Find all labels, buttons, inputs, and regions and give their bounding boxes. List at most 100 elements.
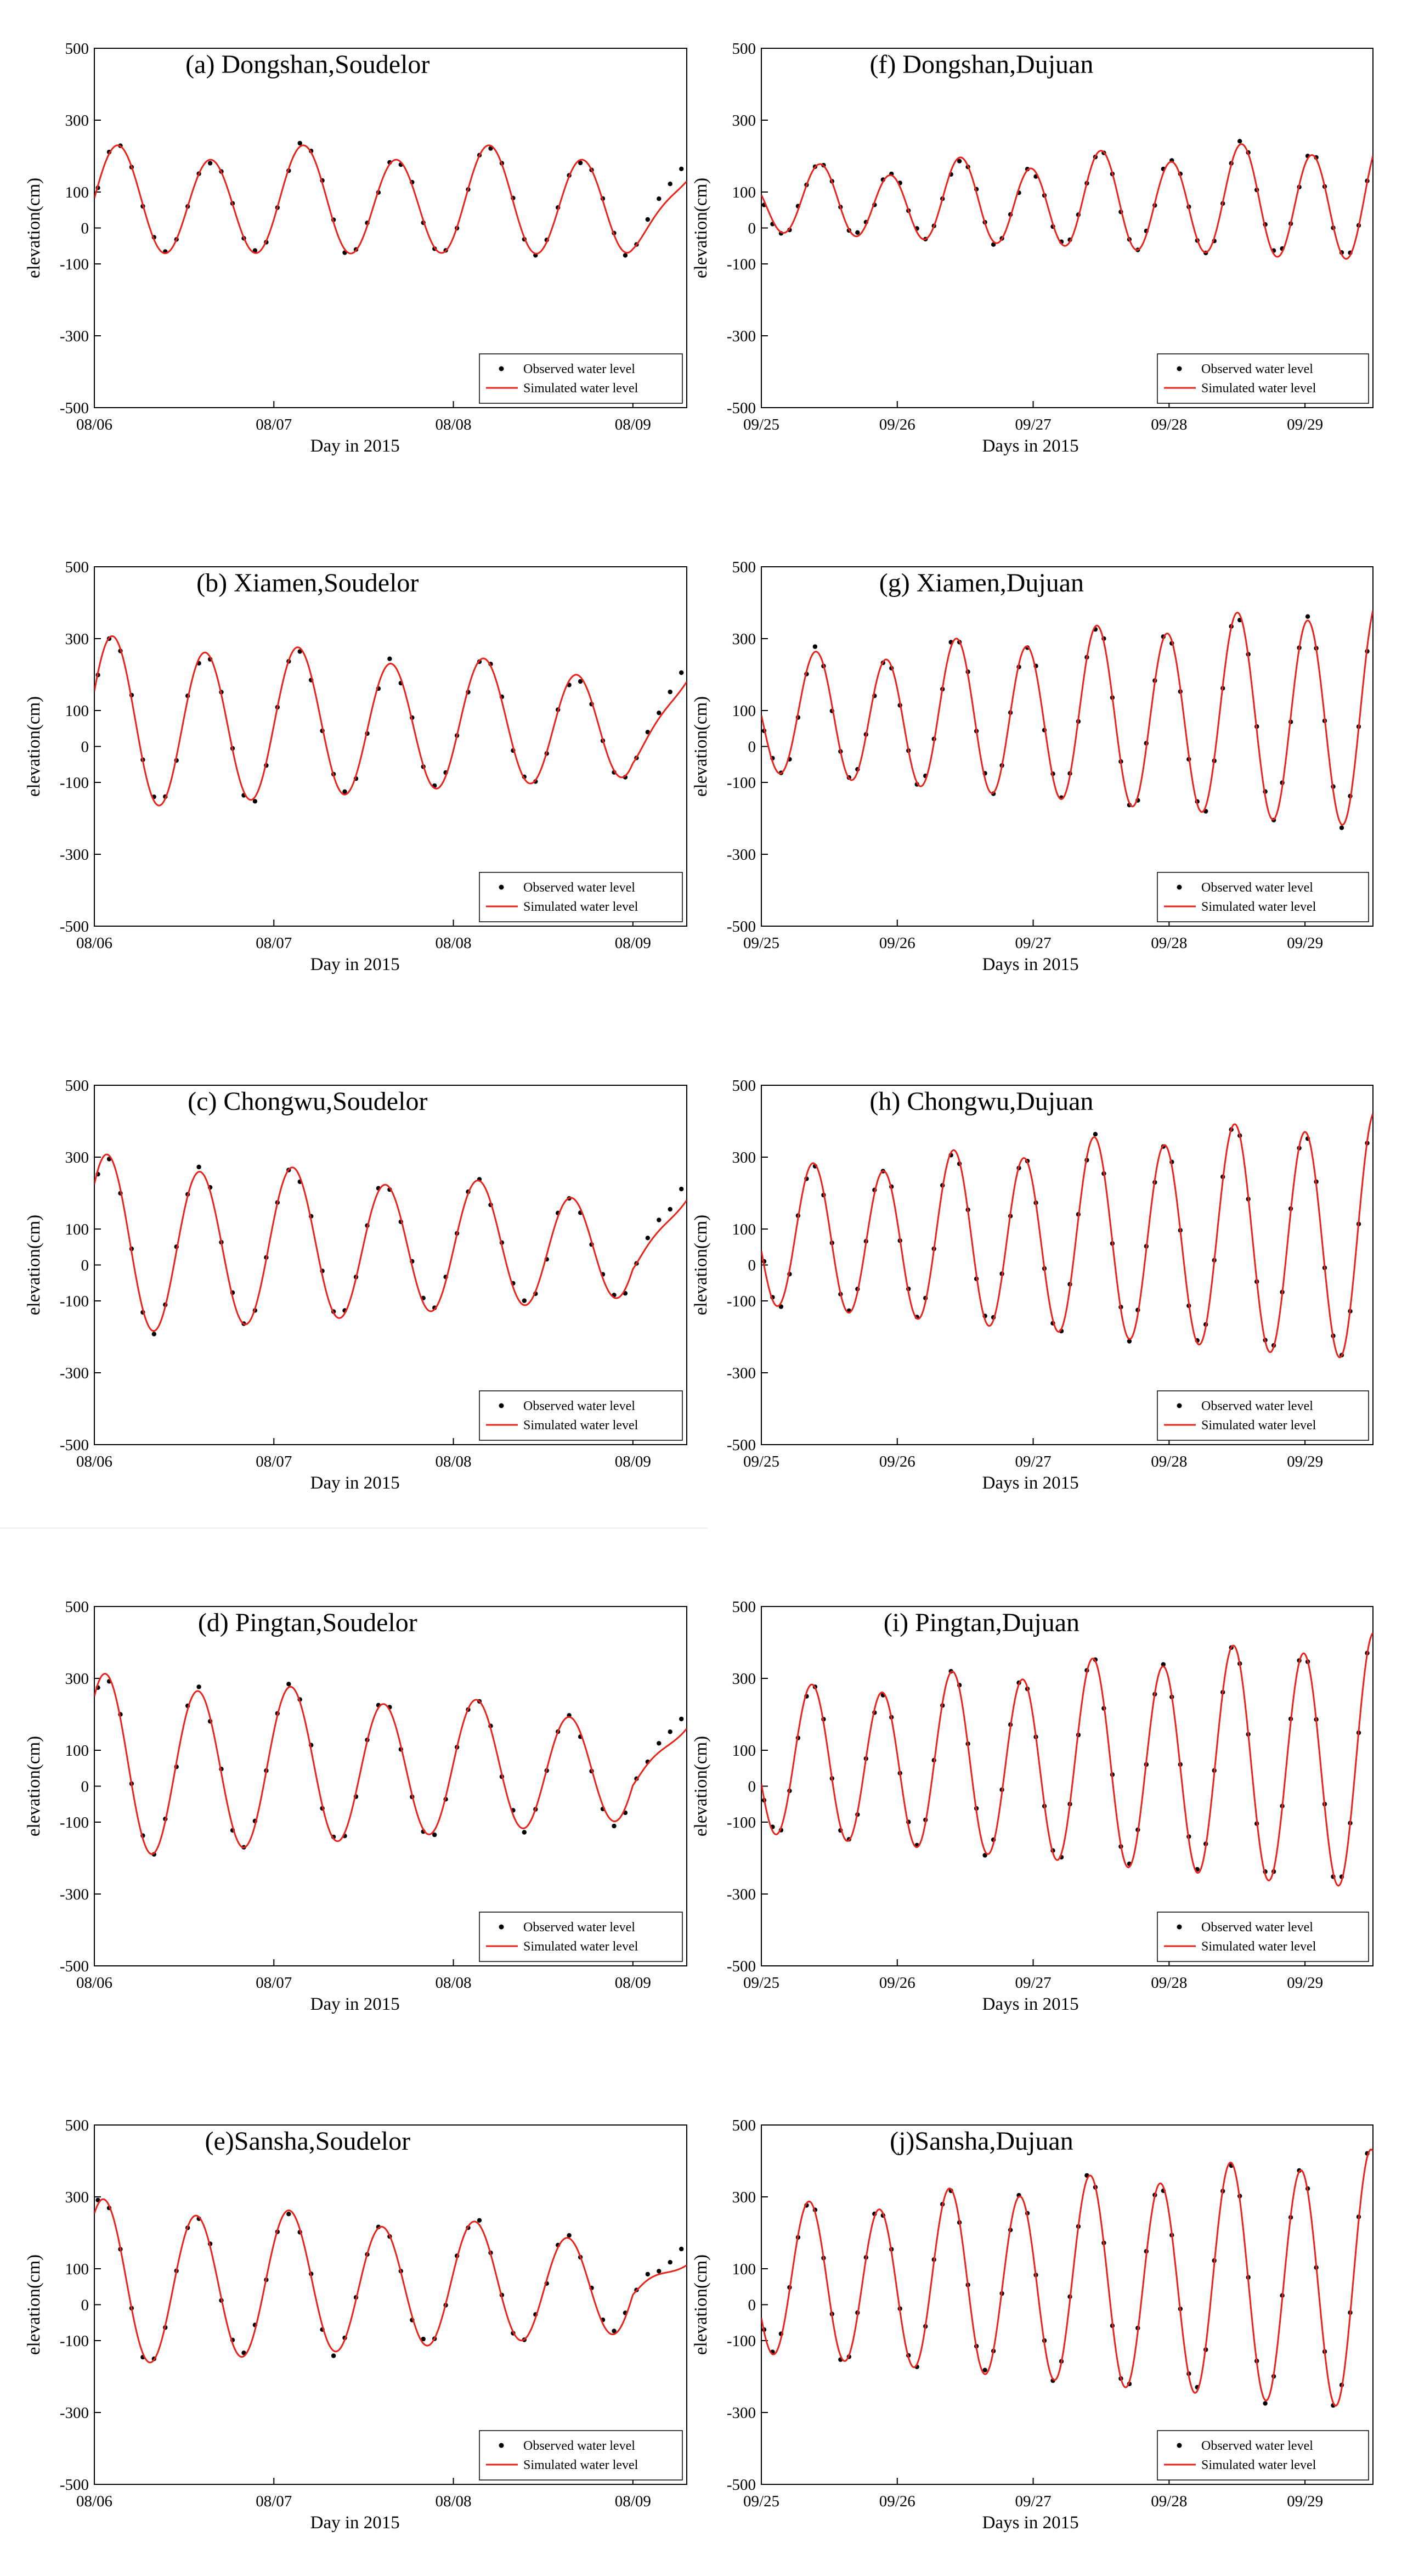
y-axis-label: elevation(cm) — [691, 1736, 711, 1836]
x-axis-label: Days in 2015 — [982, 2513, 1079, 2533]
y-tick-label: -100 — [727, 774, 756, 792]
x-tick-label: 09/27 — [1015, 2493, 1052, 2510]
observed-point — [387, 656, 392, 661]
legend-observed-label: Observed water level — [1201, 2439, 1313, 2453]
x-tick-label: 09/25 — [743, 2493, 779, 2510]
y-tick-label: -500 — [60, 1436, 89, 1454]
legend: Observed water level Simulated water leve… — [1157, 353, 1369, 404]
observed-point — [286, 2212, 291, 2217]
x-tick-label: 09/29 — [1287, 416, 1323, 433]
x-tick-label: 09/26 — [879, 416, 915, 433]
y-tick-label: 500 — [65, 40, 89, 58]
y-tick-label: 100 — [732, 1221, 756, 1238]
y-tick-label: -100 — [60, 1293, 89, 1310]
y-tick-label: 0 — [81, 1778, 89, 1796]
y-tick-label: 0 — [81, 739, 89, 756]
observed-point — [679, 1186, 684, 1192]
y-tick-label: 0 — [748, 220, 756, 238]
plot-area — [94, 566, 687, 927]
legend-observed-marker — [499, 366, 504, 371]
legend: Observed water level Simulated water leve… — [1157, 2430, 1369, 2481]
y-tick-label: -300 — [60, 846, 89, 864]
legend-observed-marker — [499, 2443, 504, 2448]
x-tick-label: 08/08 — [436, 934, 472, 952]
x-tick-label: 08/07 — [256, 1974, 292, 1992]
observed-point — [679, 2246, 684, 2252]
y-tick-label: 300 — [65, 1670, 89, 1688]
y-tick-label: 0 — [748, 739, 756, 756]
series-group — [94, 2197, 687, 2364]
y-tick-label: -100 — [60, 1814, 89, 1831]
observed-point — [151, 1332, 156, 1337]
x-tick-label: 09/28 — [1151, 934, 1187, 952]
x-tick-label: 09/26 — [879, 2493, 915, 2510]
observed-point — [1339, 825, 1344, 830]
y-tick-label: -100 — [60, 774, 89, 792]
y-tick-label: 100 — [65, 1221, 89, 1238]
simulated-series-line — [761, 1113, 1373, 1359]
series-group — [761, 139, 1373, 260]
legend-box — [1157, 2430, 1369, 2481]
plot-area — [94, 1085, 687, 1445]
x-tick-label: 08/07 — [256, 2493, 292, 2510]
x-tick-label: 08/06 — [76, 1974, 112, 1992]
observed-point — [668, 1207, 672, 1212]
y-tick-label: 0 — [748, 1257, 756, 1275]
observed-point — [522, 1298, 527, 1303]
y-tick-label: -500 — [727, 1436, 756, 1454]
y-axis-label: elevation(cm) — [24, 178, 44, 278]
x-axis-label: Days in 2015 — [982, 436, 1079, 456]
y-tick-label: 0 — [748, 2297, 756, 2314]
y-tick-label: 300 — [732, 112, 756, 129]
legend-simulated-label: Simulated water level — [523, 900, 638, 914]
legend-observed-marker — [1177, 366, 1182, 371]
y-tick-label: 300 — [65, 2189, 89, 2206]
simulated-series-line — [94, 144, 687, 255]
legend-observed-marker — [1177, 1403, 1182, 1408]
series-group — [94, 1672, 687, 1857]
observed-point — [812, 644, 818, 649]
observed-point — [286, 1682, 291, 1687]
legend: Observed water level Simulated water leve… — [1157, 1912, 1369, 1962]
y-tick-label: -100 — [727, 2332, 756, 2350]
x-tick-label: 09/28 — [1151, 2493, 1187, 2510]
panel-title: (i) Pingtan,Dujuan — [884, 1608, 1079, 1637]
x-axis-label: Day in 2015 — [310, 1473, 400, 1493]
observed-point — [196, 1164, 201, 1170]
y-tick-label: 500 — [65, 559, 89, 576]
x-axis-label: Day in 2015 — [310, 436, 400, 456]
legend-simulated-label: Simulated water level — [523, 1940, 638, 1954]
panel-title: (e)Sansha,Soudelor — [205, 2127, 411, 2156]
y-tick-label: 500 — [732, 40, 756, 58]
legend-observed-label: Observed water level — [1201, 881, 1313, 895]
y-tick-label: -500 — [60, 399, 89, 417]
legend-simulated-label: Simulated water level — [1201, 900, 1316, 914]
observed-point — [645, 217, 651, 222]
x-axis-label: Days in 2015 — [982, 1994, 1079, 2014]
legend-box — [1157, 872, 1369, 922]
x-tick-label: 09/25 — [743, 416, 779, 433]
legend-box — [479, 1912, 683, 1962]
legend-observed-label: Observed water level — [523, 2439, 635, 2453]
series-group — [761, 1113, 1373, 1359]
legend-observed-label: Observed water level — [523, 1920, 635, 1935]
panel-title: (j)Sansha,Dujuan — [890, 2127, 1073, 2156]
y-tick-label: 300 — [732, 1670, 756, 1688]
y-tick-label: 100 — [732, 2261, 756, 2278]
legend-observed-marker — [499, 1924, 504, 1930]
x-tick-label: 09/27 — [1015, 1453, 1052, 1470]
x-tick-label: 09/27 — [1015, 416, 1052, 433]
observed-point — [668, 182, 672, 187]
observed-point — [612, 1823, 617, 1829]
y-axis-label: elevation(cm) — [24, 1215, 44, 1315]
observed-point — [1093, 1132, 1098, 1137]
legend-observed-marker — [499, 884, 504, 890]
legend-observed-label: Observed water level — [523, 1399, 635, 1413]
y-tick-label: 300 — [65, 112, 89, 129]
x-tick-label: 09/27 — [1015, 1974, 1052, 1992]
x-axis-label: Days in 2015 — [982, 1473, 1079, 1493]
y-tick-label: -100 — [60, 256, 89, 273]
y-tick-label: 100 — [732, 184, 756, 201]
